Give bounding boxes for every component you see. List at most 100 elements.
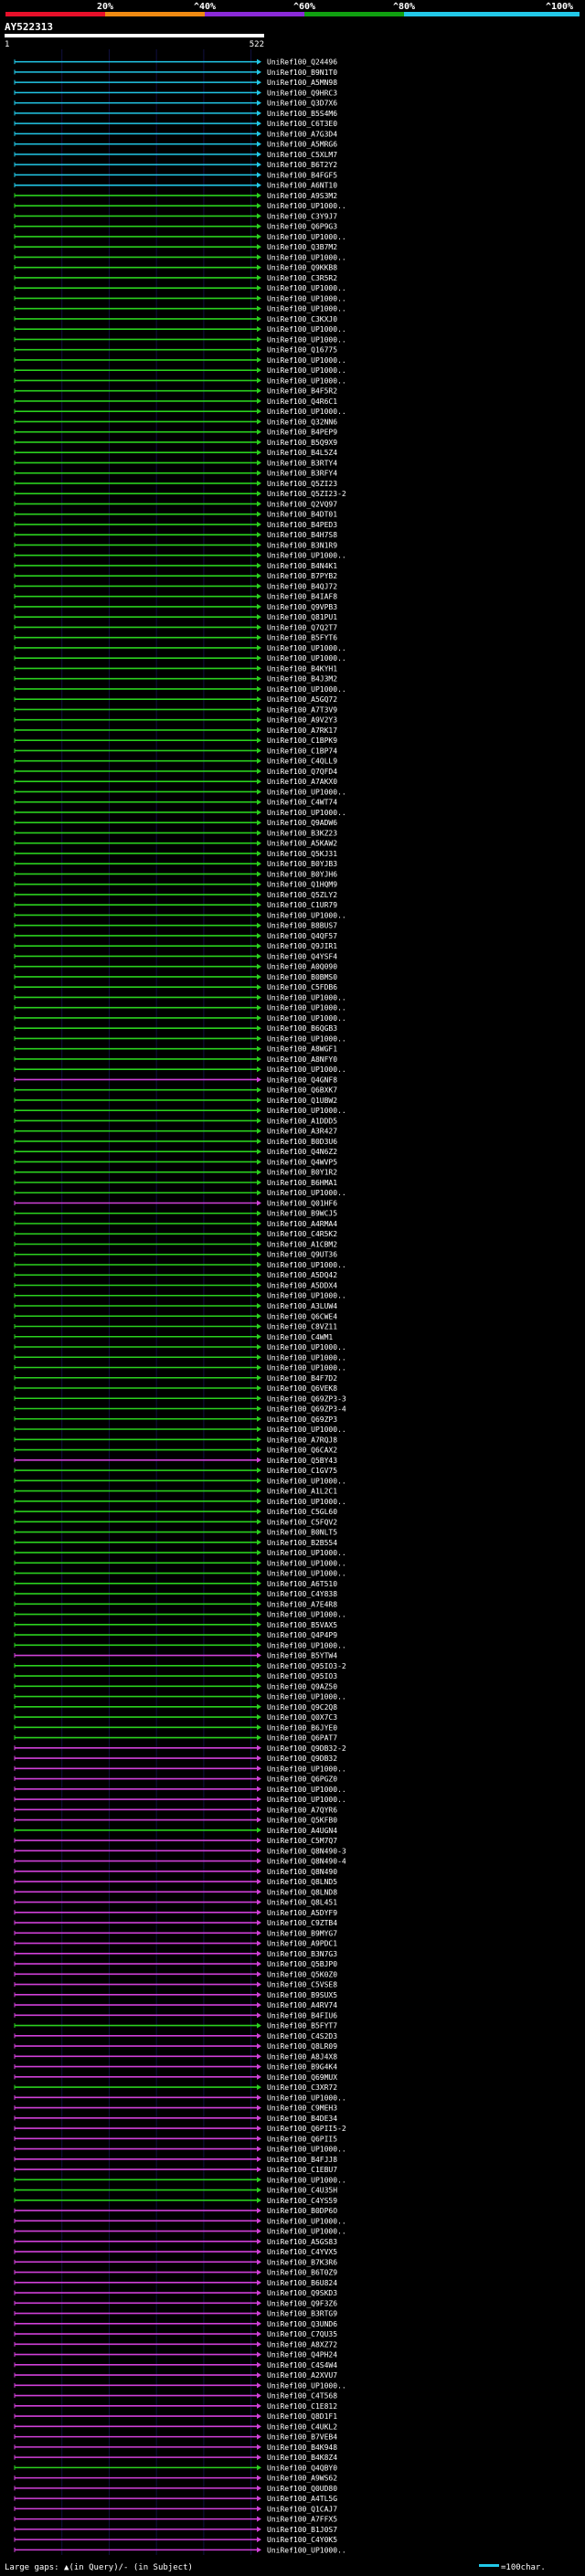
hit-row[interactable]: UniRef100_A6NT10	[14, 182, 337, 190]
hit-row[interactable]: UniRef100_B3RTY4	[14, 459, 337, 467]
hit-row[interactable]: UniRef100_Q9DB32-2	[14, 1744, 346, 1753]
hit-label[interactable]: UniRef100_UP1000..	[267, 1343, 346, 1352]
hit-row[interactable]: UniRef100_B5Q9X9	[14, 439, 337, 447]
hit-label[interactable]: UniRef100_A7RQJ8	[267, 1436, 337, 1444]
hit-row[interactable]: UniRef100_B9MYG7	[14, 1929, 337, 1937]
hit-label[interactable]: UniRef100_B4KYH1	[267, 664, 337, 673]
hit-row[interactable]: UniRef100_Q69ZP3-3	[14, 1394, 346, 1403]
hit-row[interactable]: UniRef100_B3N7G3	[14, 1950, 337, 1958]
hit-label[interactable]: UniRef100_Q9C2Q8	[267, 1703, 337, 1712]
hit-label[interactable]: UniRef100_A1DDD5	[267, 1117, 337, 1125]
hit-row[interactable]: UniRef100_Q5ZI23-2	[14, 490, 346, 498]
hit-label[interactable]: UniRef100_C1UR79	[267, 901, 337, 909]
hit-row[interactable]: UniRef100_Q9DB32	[14, 1754, 337, 1763]
hit-row[interactable]: UniRef100_UP1000..	[14, 1765, 346, 1773]
hit-label[interactable]: UniRef100_C5XLM7	[267, 151, 337, 159]
hit-label[interactable]: UniRef100_B4PED3	[267, 521, 337, 529]
hit-label[interactable]: UniRef100_C4R5K2	[267, 1230, 337, 1238]
hit-row[interactable]: UniRef100_Q24496	[14, 58, 337, 67]
hit-row[interactable]: UniRef100_A5MRG6	[14, 141, 337, 149]
hit-row[interactable]: UniRef100_B6T0Z9	[14, 2269, 337, 2277]
hit-label[interactable]: UniRef100_B7VEB4	[267, 2433, 337, 2442]
hit-row[interactable]: UniRef100_C1E812	[14, 2402, 337, 2411]
hit-label[interactable]: UniRef100_UP1000..	[267, 1004, 346, 1012]
hit-row[interactable]: UniRef100_A1DDD5	[14, 1117, 337, 1125]
hit-row[interactable]: UniRef100_Q5BJP0	[14, 1960, 337, 1968]
hit-label[interactable]: UniRef100_Q4R6C1	[267, 398, 337, 406]
hit-label[interactable]: UniRef100_C4YS59	[267, 2197, 337, 2205]
hit-row[interactable]: UniRef100_B3KZ23	[14, 829, 337, 837]
hit-row[interactable]: UniRef100_Q0UD80	[14, 2485, 337, 2493]
hit-row[interactable]: UniRef100_C4Y838	[14, 1590, 337, 1598]
hit-row[interactable]: UniRef100_Q8N490	[14, 1868, 337, 1876]
hit-label[interactable]: UniRef100_B4QJ72	[267, 582, 337, 590]
hit-label[interactable]: UniRef100_Q6PAT7	[267, 1734, 337, 1743]
hit-row[interactable]: UniRef100_Q6PAT7	[14, 1734, 337, 1743]
hit-row[interactable]: UniRef100_C1GV75	[14, 1467, 337, 1475]
hit-label[interactable]: UniRef100_Q5ZI23-2	[267, 490, 346, 498]
hit-row[interactable]: UniRef100_UP1000..	[14, 911, 346, 919]
hit-row[interactable]: UniRef100_C3XR72	[14, 2083, 337, 2092]
hit-row[interactable]: UniRef100_B4FIU6	[14, 2011, 337, 2019]
hit-label[interactable]: UniRef100_Q01HF6	[267, 1199, 337, 1207]
hit-row[interactable]: UniRef100_B0YJB3	[14, 860, 337, 868]
hit-label[interactable]: UniRef100_UP1000..	[267, 911, 346, 919]
hit-label[interactable]: UniRef100_B5Q9X9	[267, 439, 337, 447]
hit-row[interactable]: UniRef100_Q4N6Z2	[14, 1148, 337, 1156]
hit-row[interactable]: UniRef100_B6U824	[14, 2279, 337, 2287]
hit-label[interactable]: UniRef100_A5DQ42	[267, 1271, 337, 1279]
hit-label[interactable]: UniRef100_B9G4K4	[267, 2063, 337, 2072]
hit-label[interactable]: UniRef100_B4IAF8	[267, 593, 337, 601]
hit-label[interactable]: UniRef100_Q8N490	[267, 1868, 337, 1876]
hit-label[interactable]: UniRef100_A4UGN4	[267, 1827, 337, 1835]
hit-row[interactable]: UniRef100_A8J4X8	[14, 2052, 337, 2061]
hit-row[interactable]: UniRef100_Q6CWE4	[14, 1312, 337, 1320]
hit-label[interactable]: UniRef100_C8VZ11	[267, 1323, 337, 1331]
hit-label[interactable]: UniRef100_UP1000..	[267, 2146, 346, 2154]
hit-row[interactable]: UniRef100_A7E4R8	[14, 1600, 337, 1608]
hit-row[interactable]: UniRef100_A9V2Y3	[14, 716, 337, 725]
hit-row[interactable]: UniRef100_Q9UT36	[14, 1251, 337, 1259]
hit-row[interactable]: UniRef100_A4RV74	[14, 2001, 337, 2009]
hit-row[interactable]: UniRef100_UP1000..	[14, 233, 346, 241]
hit-row[interactable]: UniRef100_UP1000..	[14, 1786, 346, 1794]
hit-label[interactable]: UniRef100_A5DDX4	[267, 1281, 337, 1289]
hit-label[interactable]: UniRef100_B0BMS0	[267, 973, 337, 981]
hit-label[interactable]: UniRef100_B6U824	[267, 2279, 337, 2287]
hit-row[interactable]: UniRef100_A2XVU7	[14, 2371, 337, 2380]
hit-label[interactable]: UniRef100_Q1HQM9	[267, 881, 337, 889]
hit-row[interactable]: UniRef100_B4J3M2	[14, 675, 337, 684]
hit-row[interactable]: UniRef100_Q6VEK8	[14, 1384, 337, 1393]
hit-row[interactable]: UniRef100_B9N1T0	[14, 69, 337, 77]
hit-label[interactable]: UniRef100_C4UKL2	[267, 2422, 337, 2431]
hit-label[interactable]: UniRef100_UP1000..	[267, 1189, 346, 1197]
hit-row[interactable]: UniRef100_B4K8Z4	[14, 2454, 337, 2462]
hit-label[interactable]: UniRef100_UP1000..	[267, 202, 346, 210]
hit-row[interactable]: UniRef100_A7RQJ8	[14, 1436, 337, 1444]
hit-label[interactable]: UniRef100_B9SUX5	[267, 1991, 337, 1999]
hit-row[interactable]: UniRef100_UP1000..	[14, 654, 346, 663]
hit-label[interactable]: UniRef100_C5FDB6	[267, 983, 337, 991]
hit-row[interactable]: UniRef100_UP1000..	[14, 1641, 346, 1649]
hit-row[interactable]: UniRef100_C9ZTB4	[14, 1919, 337, 1927]
hit-row[interactable]: UniRef100_Q1CAJ7	[14, 2505, 337, 2513]
hit-label[interactable]: UniRef100_UP1000..	[267, 2546, 346, 2554]
hit-row[interactable]: UniRef100_UP1000..	[14, 2546, 346, 2554]
hit-label[interactable]: UniRef100_Q9UT36	[267, 1251, 337, 1259]
hit-row[interactable]: UniRef100_Q7Q2T7	[14, 623, 337, 631]
hit-row[interactable]: UniRef100_A8WGF1	[14, 1045, 337, 1054]
hit-label[interactable]: UniRef100_UP1000..	[267, 1014, 346, 1023]
hit-label[interactable]: UniRef100_Q3D7X6	[267, 100, 337, 108]
hit-row[interactable]: UniRef100_A0Q090	[14, 963, 337, 971]
hit-row[interactable]: UniRef100_C1BP74	[14, 747, 337, 755]
hit-row[interactable]: UniRef100_B4KYH1	[14, 664, 337, 673]
hit-label[interactable]: UniRef100_B4PEP9	[267, 429, 337, 437]
hit-label[interactable]: UniRef100_C7QU35	[267, 2330, 337, 2338]
hit-row[interactable]: UniRef100_UP1000..	[14, 1107, 346, 1115]
hit-row[interactable]: UniRef100_UP1000..	[14, 1364, 346, 1373]
hit-row[interactable]: UniRef100_A7QYR6	[14, 1806, 337, 1814]
hit-label[interactable]: UniRef100_C5M7Q7	[267, 1837, 337, 1845]
hit-row[interactable]: UniRef100_UP1000..	[14, 1549, 346, 1557]
hit-label[interactable]: UniRef100_C1E812	[267, 2402, 337, 2411]
hit-row[interactable]: UniRef100_B7PYB2	[14, 572, 337, 580]
